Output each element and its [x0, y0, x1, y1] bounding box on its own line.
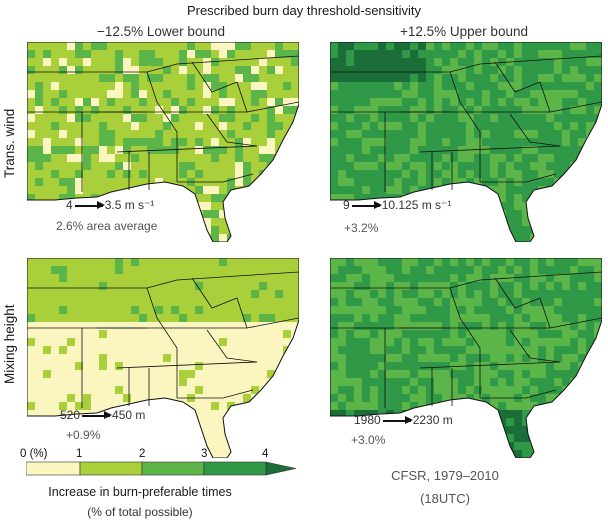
coastline [27, 258, 299, 458]
area-average-tw-lower: 2.6% area average [56, 219, 158, 233]
area-average-tw-upper: +3.2% [344, 221, 379, 235]
column-title-upper: +12.5% Upper bound [400, 24, 528, 39]
state-border [509, 329, 561, 363]
legend-swatch-2 [141, 461, 205, 476]
state-border [191, 61, 238, 93]
legend-swatch-1 [79, 461, 143, 476]
state-border [494, 277, 541, 309]
state-border [449, 287, 481, 398]
state-border [539, 297, 551, 329]
map-panel-mixing-height-lower [27, 258, 299, 458]
row-label-trans-wind: Trans. wind [2, 108, 17, 178]
state-border [236, 81, 248, 113]
state-border [509, 113, 561, 147]
state-border [206, 329, 258, 363]
state-border [177, 389, 254, 399]
state-border [539, 81, 551, 113]
legend-tick-1: 1 [76, 448, 83, 460]
column-title-lower: −12.5% Lower bound [97, 24, 225, 39]
arrow-icon [351, 202, 382, 209]
legend-subtitle: (% of total possible) [87, 505, 193, 519]
coastline [330, 258, 602, 458]
state-border [236, 297, 248, 329]
legend-tick-3: 3 [201, 448, 208, 460]
state-border [191, 277, 238, 309]
threshold-annotation-tw-upper: 9 10.125 m s⁻¹ [343, 198, 452, 212]
state-border [116, 145, 258, 153]
legend-swatch-4 [265, 461, 297, 476]
state-border [116, 361, 258, 369]
legend-tick-4: 4 [262, 448, 269, 460]
arrow-icon [74, 202, 105, 209]
coastline [27, 42, 299, 242]
state-border [419, 361, 561, 369]
state-border [494, 61, 541, 93]
legend-colorbar [26, 461, 297, 476]
legend-tick-2: 2 [139, 448, 146, 460]
coastline [330, 42, 602, 242]
state-border [419, 145, 561, 153]
row-label-mixing-height: Mixing height [2, 304, 17, 384]
data-credit: CFSR, 1979–2010 [391, 468, 499, 483]
state-border [27, 55, 299, 73]
arrow-icon [82, 412, 113, 419]
state-border [480, 389, 557, 399]
state-border [177, 173, 254, 183]
state-border [480, 173, 557, 183]
legend-tick-0: 0 (%) [20, 448, 48, 460]
threshold-annotation-mh-lower: 520 450 m [60, 408, 146, 422]
state-border [146, 71, 178, 182]
area-average-mh-upper: +3.0% [351, 433, 386, 447]
legend-swatch-0 [26, 461, 81, 476]
legend-swatch-3 [203, 461, 267, 476]
state-border [330, 271, 602, 289]
data-credit-time: (18UTC) [420, 491, 470, 506]
legend-title: Increase in burn-preferable times [48, 485, 232, 499]
figure-title: Prescribed burn day threshold-sensitivit… [186, 3, 422, 18]
state-border [206, 113, 258, 147]
threshold-annotation-mh-upper: 1980 2230 m [354, 413, 453, 427]
map-panel-trans-wind-lower [27, 42, 299, 242]
state-border [27, 271, 299, 289]
arrow-icon [382, 417, 413, 424]
state-border [146, 287, 178, 398]
threshold-annotation-tw-lower: 4 3.5 m s⁻¹ [66, 198, 155, 212]
state-border [449, 71, 481, 182]
map-panel-trans-wind-upper [330, 42, 602, 242]
area-average-mh-lower: +0.9% [66, 428, 101, 442]
state-border [330, 55, 602, 73]
map-panel-mixing-height-upper [330, 258, 602, 458]
